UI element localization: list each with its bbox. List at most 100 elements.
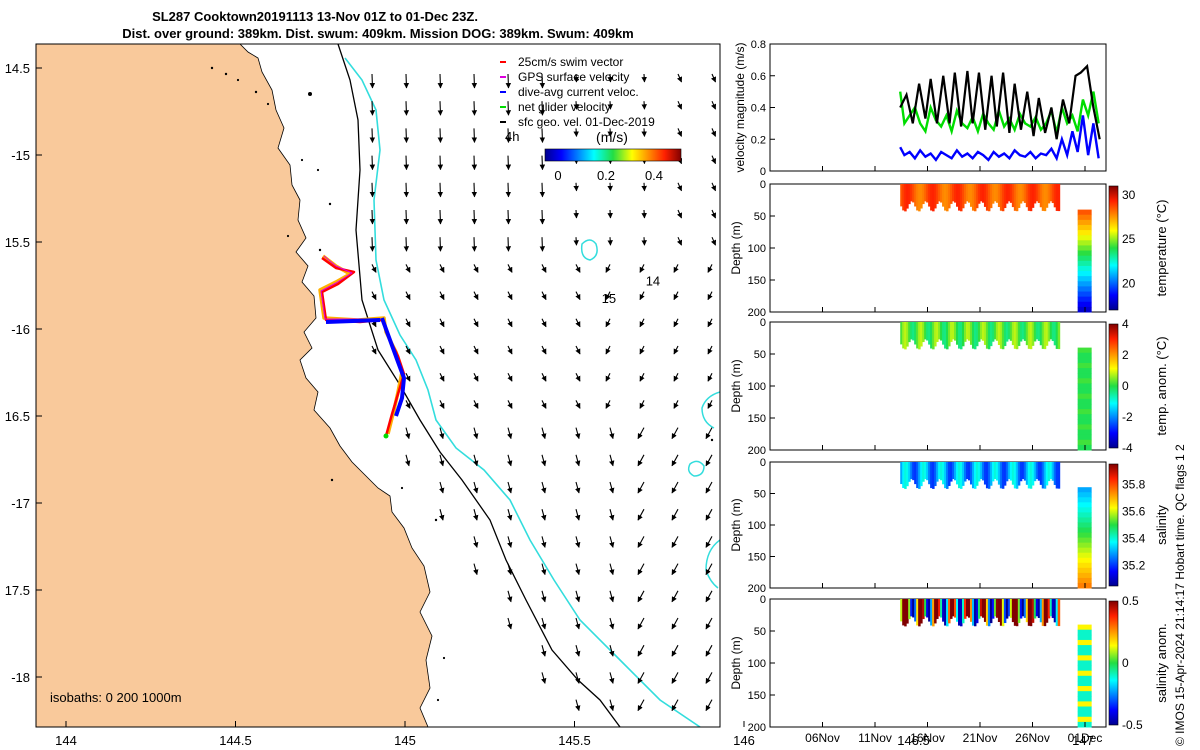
- sal_anom-cell: [930, 599, 933, 626]
- temperature-cell: [1041, 184, 1045, 211]
- temp_anom-ylabel: Depth (m): [729, 359, 743, 412]
- velocity-arrow: [541, 427, 547, 440]
- sal_anom-cell: [958, 599, 961, 626]
- velocity-arrow: [437, 73, 444, 89]
- temperature-cell: [964, 184, 967, 204]
- velocity-arrow: [671, 563, 679, 576]
- temperature-profile-cell: [1077, 255, 1092, 262]
- velocity-arrow: [507, 590, 513, 603]
- temperature-cell: [965, 184, 969, 202]
- temp_anom-cell: [1023, 322, 1027, 341]
- map-ytick-label: -16: [11, 322, 30, 337]
- velocity-arrow: [605, 400, 611, 409]
- sal_anom-cell: [1055, 599, 1059, 626]
- velocity-arrow: [575, 454, 581, 467]
- salinity-cell: [1047, 462, 1051, 482]
- land-mass: [36, 44, 433, 727]
- velocity-arrow: [541, 264, 547, 273]
- salinity-profile-cell: [1077, 492, 1092, 498]
- temperature-cell: [914, 184, 917, 207]
- map-xtick-label: 145: [394, 733, 416, 748]
- sal_anom-ylabel: Depth (m): [729, 636, 743, 689]
- coast-islands: [210, 66, 714, 702]
- velocity-arrow: [507, 318, 513, 328]
- sal_anom-profile-cell: [1077, 686, 1092, 692]
- salinity-profile-cell: [1077, 507, 1092, 513]
- velocity-arrow: [705, 590, 713, 603]
- temperature-cell: [916, 184, 919, 211]
- velocity-arrow: [541, 291, 547, 301]
- velocity-arrow: [676, 73, 683, 83]
- sal_anom-cell: [952, 599, 955, 617]
- velocity-arrow: [473, 400, 479, 409]
- temp_anom-cell: [1049, 322, 1053, 340]
- sal_anom-cell: [934, 599, 937, 624]
- velocity-arrow: [507, 427, 513, 440]
- temp_anom-cell: [944, 322, 947, 349]
- track-magenta: [320, 255, 384, 320]
- salinity-cell: [1037, 462, 1041, 481]
- velocity-arrow: [575, 291, 581, 301]
- salinity-profile-cell: [1077, 517, 1092, 523]
- velocity-arrow: [609, 617, 615, 630]
- velocity-arrow: [541, 509, 547, 521]
- velocity-arrow: [541, 454, 547, 467]
- temp_anom-cell: [1051, 322, 1055, 342]
- temp_anom-profile-cell: [1077, 439, 1092, 446]
- velocity-arrow: [473, 372, 479, 382]
- velocity-arrow: [676, 182, 683, 192]
- sal_anom-cell: [1011, 599, 1015, 623]
- velocity-arrow: [369, 128, 376, 143]
- sal_anom-cell: [1015, 599, 1019, 627]
- temp_anom-cell: [936, 322, 939, 342]
- sal_anom-ytick-label: 100: [748, 658, 766, 670]
- temperature-cell: [1047, 184, 1051, 204]
- temperature-cell: [983, 184, 987, 207]
- velocity-arrow: [705, 699, 713, 712]
- temp_anom-profile-cell: [1077, 424, 1092, 431]
- temperature-cell: [1017, 184, 1021, 208]
- sal_anom-cell: [924, 599, 927, 617]
- temp_anom-cell: [1011, 322, 1015, 346]
- sal_anom-cell: [975, 599, 979, 624]
- velocity-arrow: [705, 454, 713, 467]
- sal_anom-cell: [1039, 599, 1043, 623]
- velocity-arrow: [676, 209, 683, 219]
- sal_anom-cell: [1029, 599, 1033, 627]
- temp_anom-cell: [902, 322, 905, 349]
- salinity-cell: [912, 462, 915, 481]
- temperature-colorbar-tick: 30: [1122, 188, 1136, 202]
- velocity-ytick-label: 0.4: [751, 103, 766, 115]
- velocity-arrow: [575, 372, 581, 382]
- sal_anom-cell: [1013, 599, 1017, 626]
- temp_anom-cell: [964, 322, 967, 342]
- temperature-colorbar-tick: 25: [1122, 232, 1136, 246]
- salinity-profile-cell: [1077, 502, 1092, 508]
- temperature-cell: [991, 184, 995, 204]
- temp_anom-cell: [956, 322, 959, 345]
- temperature-cell: [946, 184, 949, 212]
- velocity-arrow: [539, 209, 546, 225]
- temp_anom-profile-cell: [1077, 414, 1092, 420]
- velocity-arrow: [539, 237, 546, 252]
- velocity-arrow: [609, 672, 615, 684]
- salinity-cell: [950, 462, 953, 482]
- temperature-profile-cell: [1077, 276, 1092, 282]
- temp_anom-panel: 0 50 100 150 200 Depth (m) -4 -2 0 2 4 temp. anom. …: [729, 317, 1169, 457]
- salinity-cell: [1029, 462, 1033, 489]
- surface-velocity-vectors: [369, 73, 717, 712]
- sal_anom-cell: [1003, 599, 1007, 624]
- velocity-ytick-label: 0.6: [751, 71, 766, 83]
- velocity-arrow: [637, 508, 645, 521]
- velocity-arrow: [705, 536, 713, 548]
- velocity-arrow: [710, 155, 717, 165]
- velocity-arrow: [705, 427, 713, 440]
- temperature-cell: [995, 184, 999, 203]
- velocity-arrow: [639, 264, 645, 273]
- temperature-profile-cell: [1077, 235, 1092, 241]
- salinity-profile-cell: [1077, 547, 1092, 554]
- velocity-arrow: [637, 617, 645, 630]
- velocity-arrow: [541, 372, 547, 382]
- velocity-arrow: [707, 291, 713, 301]
- map-colorbar-tick: 0: [554, 168, 561, 183]
